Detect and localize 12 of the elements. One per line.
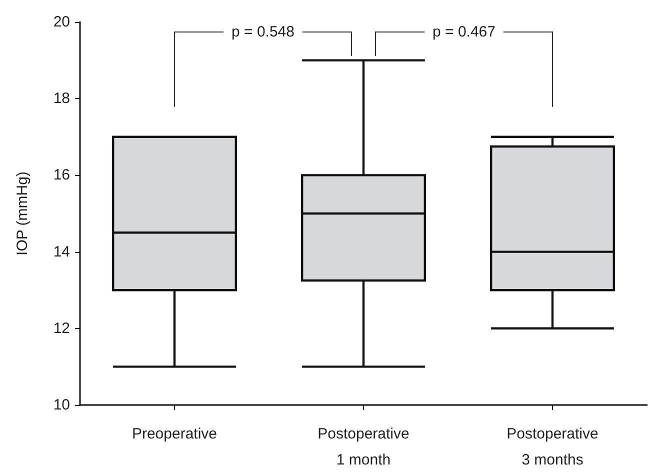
y-tick-label: 18	[53, 90, 70, 108]
annotation: p = 0.467	[432, 24, 496, 40]
annotation: p = 0.548	[232, 24, 294, 40]
y-tick-label: 12	[53, 320, 70, 337]
y-tick-label: 10	[53, 396, 70, 414]
x-tick-label: Postoperative 3 months	[506, 426, 598, 468]
x-tick-label: Postoperative 1 month	[318, 426, 410, 468]
y-tick-label: 16	[53, 166, 70, 184]
y-axis-title: IOP (mmHg)	[14, 172, 31, 256]
x-tick-label: Preoperative	[132, 426, 218, 442]
y-tick-label: 14	[53, 243, 70, 260]
y-tick-label: 20	[53, 14, 70, 30]
